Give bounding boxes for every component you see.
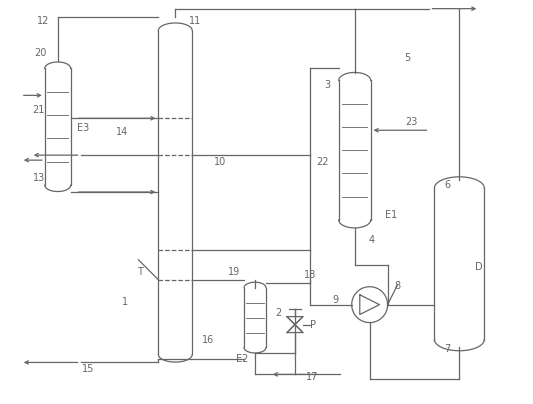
Text: 14: 14	[116, 127, 128, 137]
Text: 23: 23	[405, 117, 418, 127]
Text: E2: E2	[236, 354, 248, 364]
Text: E3: E3	[77, 123, 89, 133]
Text: 13: 13	[33, 173, 45, 183]
Text: 17: 17	[305, 372, 318, 383]
Text: 3: 3	[325, 80, 331, 90]
Text: T: T	[138, 267, 143, 277]
Text: 6: 6	[445, 180, 450, 190]
Text: 20: 20	[35, 48, 47, 57]
Text: 5: 5	[405, 53, 410, 63]
Text: 12: 12	[37, 16, 49, 25]
Text: D: D	[475, 262, 483, 272]
Text: P: P	[310, 320, 316, 330]
Text: 8: 8	[394, 281, 401, 291]
Text: 9: 9	[333, 295, 339, 305]
Text: 19: 19	[228, 267, 240, 277]
Text: 22: 22	[317, 157, 329, 167]
Text: 4: 4	[369, 235, 375, 245]
Text: 21: 21	[33, 105, 45, 115]
Text: 16: 16	[202, 335, 214, 345]
Text: 1: 1	[123, 297, 128, 307]
Text: 7: 7	[444, 345, 450, 354]
Text: E1: E1	[385, 210, 398, 220]
Text: 11: 11	[189, 16, 201, 25]
Text: 15: 15	[83, 364, 95, 375]
Text: 2: 2	[275, 307, 281, 318]
Text: 10: 10	[214, 157, 227, 167]
Text: 18: 18	[304, 270, 316, 280]
